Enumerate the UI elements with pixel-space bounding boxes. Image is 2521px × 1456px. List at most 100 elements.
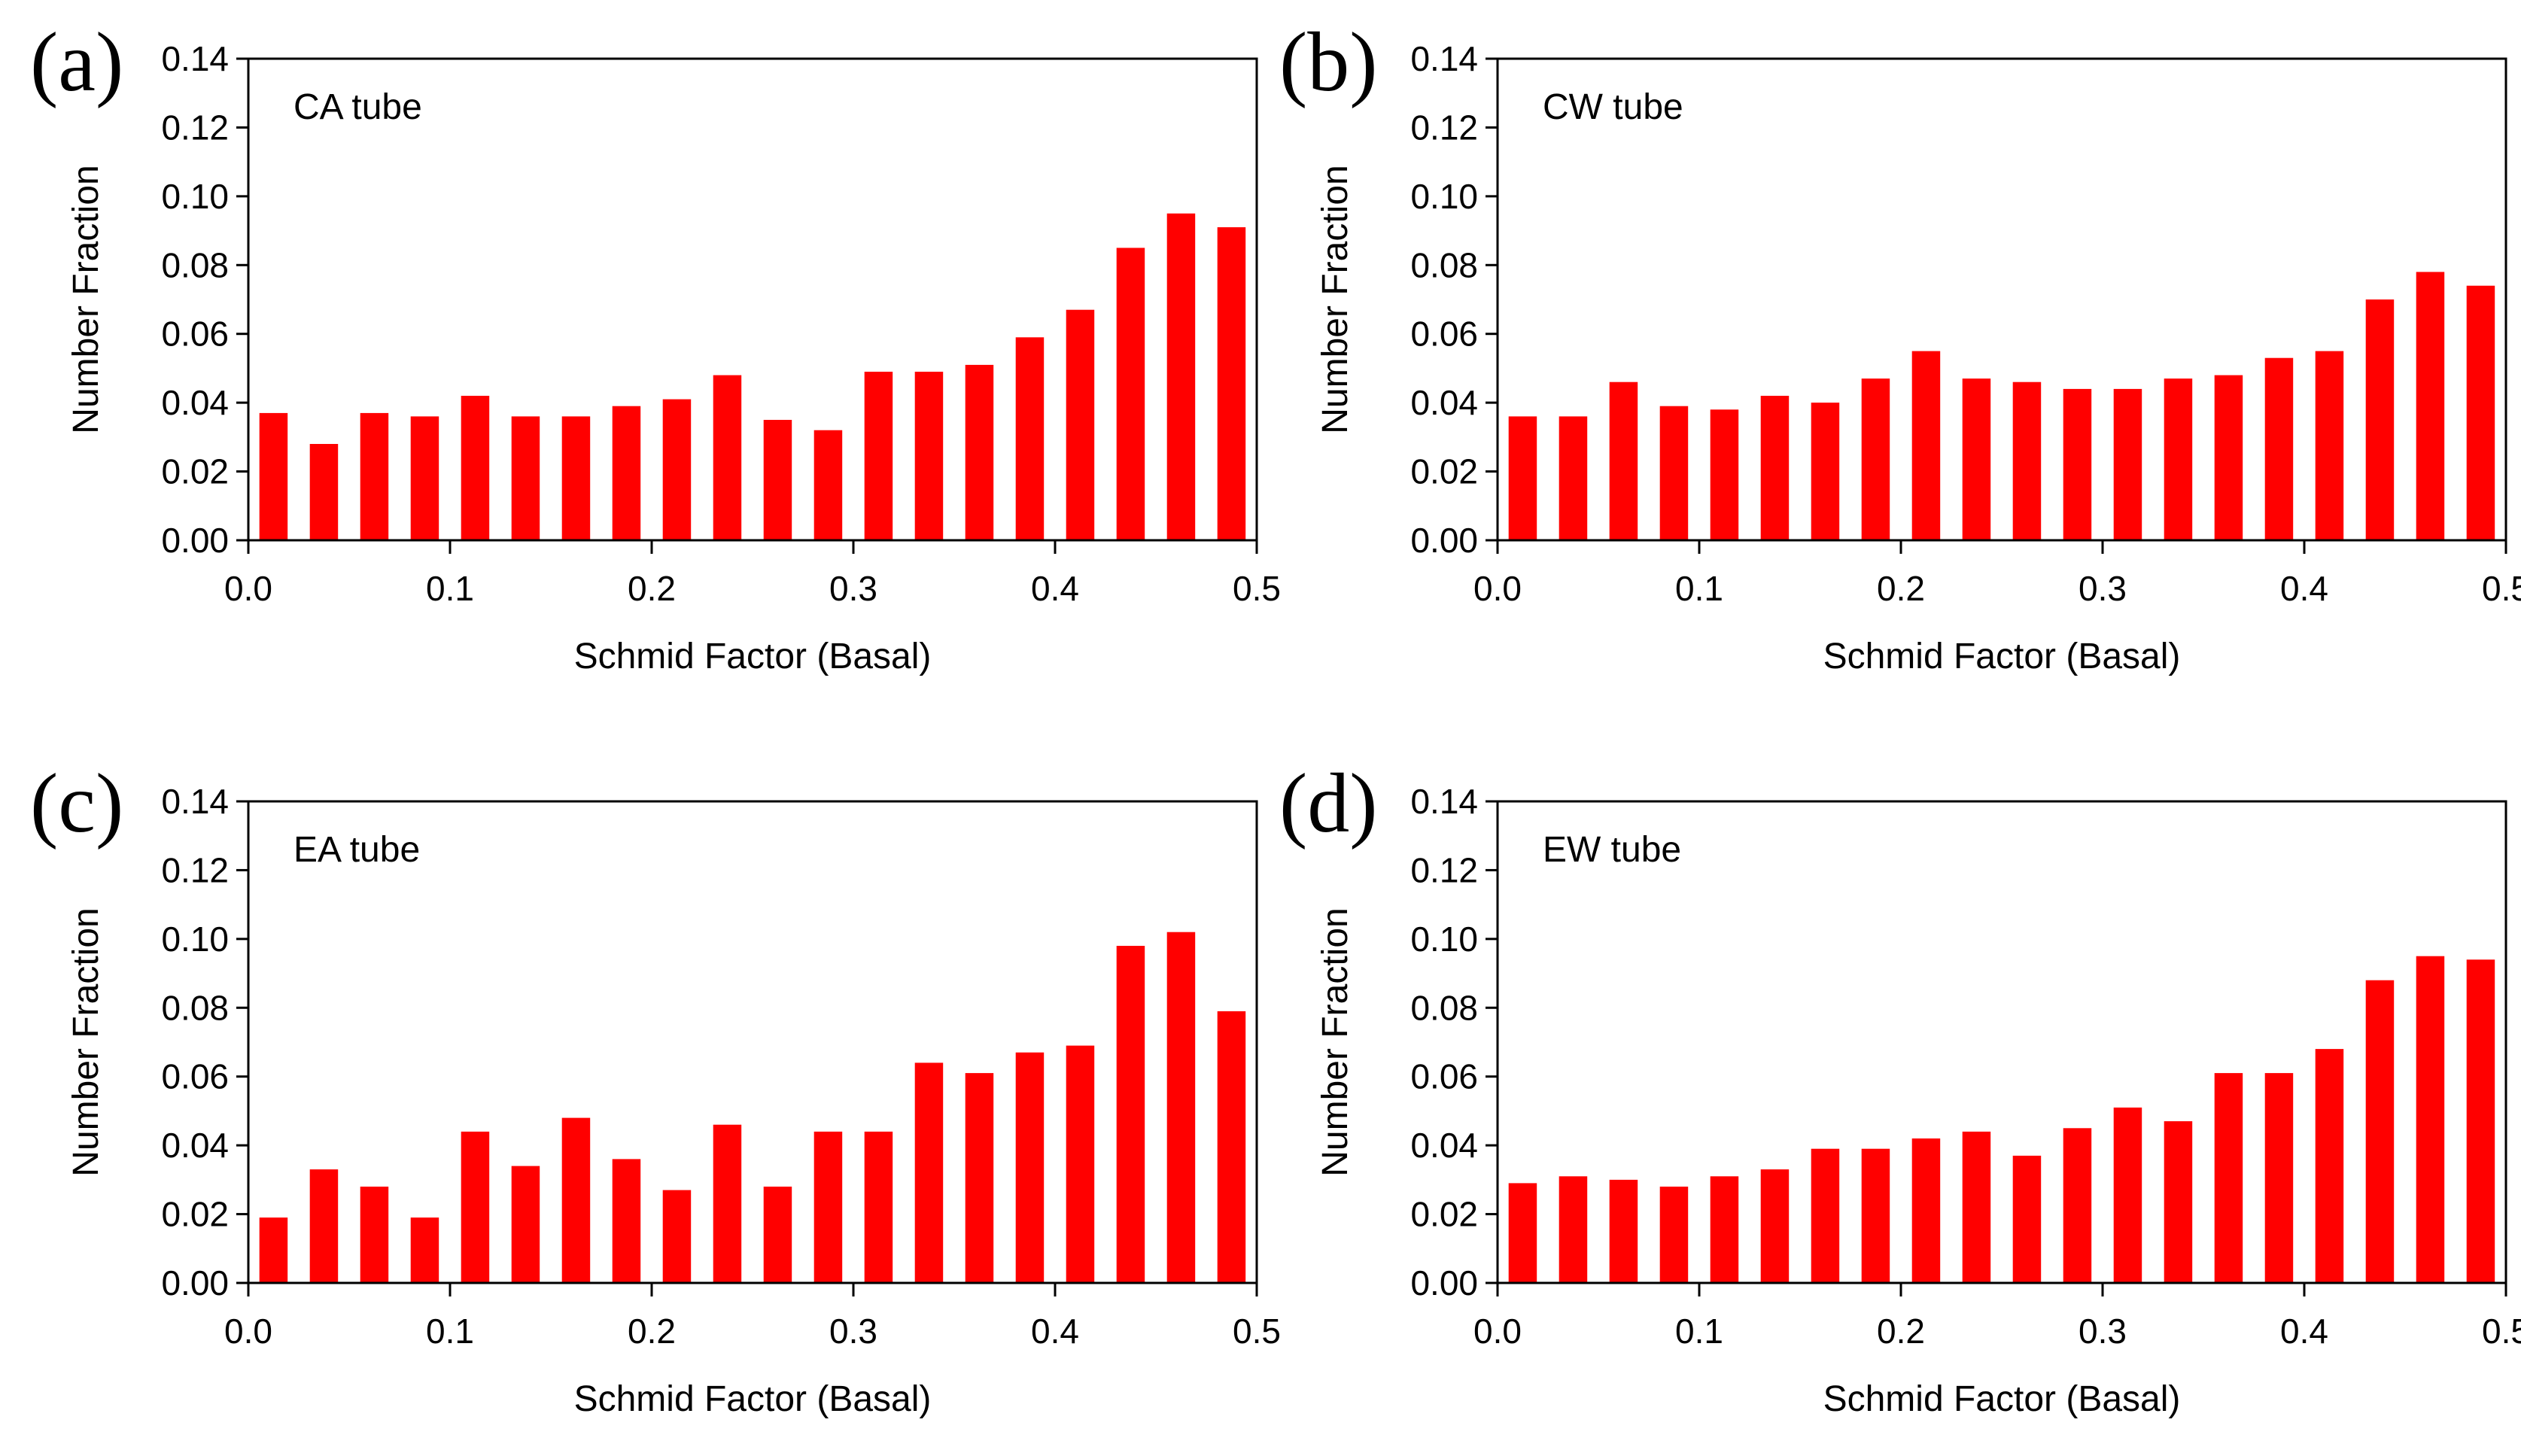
x-tick-label: 0.5 <box>2482 569 2521 608</box>
x-tick-label: 0.5 <box>2482 1312 2521 1351</box>
y-tick-label: 0.06 <box>161 315 229 354</box>
bar <box>864 372 893 540</box>
bar <box>1508 416 1537 540</box>
bar <box>1861 1148 1890 1283</box>
bar <box>1710 1176 1739 1283</box>
bar <box>1166 213 1196 540</box>
x-tick-label: 0.1 <box>426 569 474 608</box>
bar <box>1760 1169 1790 1283</box>
y-tick-label: 0.06 <box>1410 315 1478 354</box>
x-axis-label: Schmid Factor (Basal) <box>574 637 932 676</box>
y-tick-label: 0.14 <box>161 39 229 78</box>
y-tick-label: 0.12 <box>1410 108 1478 147</box>
y-tick-label: 0.10 <box>161 177 229 216</box>
bar <box>309 444 339 540</box>
y-tick-label: 0.00 <box>161 1263 229 1302</box>
bar <box>561 1117 591 1283</box>
bar <box>259 1217 288 1283</box>
x-tick-label: 0.1 <box>1675 569 1723 608</box>
bar <box>2466 959 2495 1283</box>
bar <box>410 1217 439 1283</box>
x-tick-label: 0.4 <box>2280 1312 2328 1351</box>
x-tick-label: 0.3 <box>2079 569 2127 608</box>
bar <box>2012 1155 2042 1283</box>
bar <box>914 372 944 540</box>
x-axis-label: Schmid Factor (Basal) <box>574 1379 932 1419</box>
bar <box>662 1190 692 1283</box>
x-tick-label: 0.1 <box>1675 1312 1723 1351</box>
y-tick-label: 0.08 <box>1410 245 1478 284</box>
y-tick-label: 0.04 <box>1410 1126 1478 1165</box>
y-tick-label: 0.02 <box>161 1195 229 1234</box>
x-tick-label: 0.2 <box>628 1312 676 1351</box>
bar <box>763 1187 792 1283</box>
plot-frame <box>1496 800 2507 1284</box>
bar <box>914 1062 944 1283</box>
x-tick-label: 0.4 <box>1031 1312 1079 1351</box>
bar <box>864 1131 893 1283</box>
y-tick-label: 0.10 <box>161 919 229 959</box>
plot-frame <box>247 57 1258 542</box>
bar <box>1015 337 1045 540</box>
x-tick-label: 0.1 <box>426 1312 474 1351</box>
bar <box>2365 299 2395 540</box>
y-tick-label: 0.12 <box>161 108 229 147</box>
bar <box>965 1073 994 1283</box>
y-tick-label: 0.00 <box>161 521 229 560</box>
bar <box>1811 1148 1840 1283</box>
x-tick-label: 0.0 <box>224 569 272 608</box>
x-tick-label: 0.0 <box>1473 569 1522 608</box>
bar <box>2063 1128 2092 1283</box>
y-axis-label: Number Fraction <box>1315 907 1355 1176</box>
bar <box>1911 351 1941 540</box>
y-tick-label: 0.02 <box>1410 1195 1478 1234</box>
bar <box>511 1166 540 1283</box>
bar <box>1659 1187 1689 1283</box>
bar <box>2365 980 2395 1283</box>
y-tick-label: 0.10 <box>1410 919 1478 959</box>
x-tick-label: 0.0 <box>1473 1312 1522 1351</box>
bar <box>1811 403 1840 540</box>
x-tick-label: 0.2 <box>1877 1312 1925 1351</box>
chart-panel: (a) 0.00 0.02 0.04 0.06 0.08 0.10 0.12 0.14 0.0 0.… <box>30 16 1281 676</box>
bar <box>2466 285 2495 540</box>
bar <box>813 1131 843 1283</box>
y-tick-label: 0.12 <box>1410 850 1478 889</box>
y-axis-label: Number Fraction <box>1315 165 1355 433</box>
bar <box>461 396 490 540</box>
bar <box>1015 1052 1045 1283</box>
bar <box>309 1169 339 1283</box>
bar <box>2214 375 2243 540</box>
chart-title: EW tube <box>1543 830 1681 870</box>
y-tick-label: 0.12 <box>161 850 229 889</box>
panel-letter: (a) <box>30 16 123 109</box>
chart-title: CW tube <box>1543 87 1683 127</box>
plot-frame <box>1496 57 2507 542</box>
panel-letter: (c) <box>30 757 123 850</box>
y-tick-label: 0.02 <box>161 452 229 491</box>
x-axis-label: Schmid Factor (Basal) <box>1823 1379 2181 1419</box>
y-tick-label: 0.08 <box>161 245 229 284</box>
bar <box>2063 388 2092 540</box>
bar <box>1217 227 1246 540</box>
bar <box>2113 1107 2142 1283</box>
x-tick-label: 0.5 <box>1233 1312 1281 1351</box>
bar <box>1760 396 1790 540</box>
bar <box>410 416 439 540</box>
bar <box>360 412 389 540</box>
bar <box>813 430 843 540</box>
y-tick-label: 0.02 <box>1410 452 1478 491</box>
bar <box>2416 956 2445 1283</box>
chart-title: EA tube <box>293 830 420 870</box>
y-tick-label: 0.04 <box>1410 383 1478 422</box>
bar <box>1962 378 1991 540</box>
bar <box>461 1131 490 1283</box>
panel-letter: (b) <box>1279 16 1378 109</box>
bar <box>2164 378 2193 540</box>
bar <box>1710 409 1739 540</box>
bar <box>713 1124 742 1283</box>
x-tick-label: 0.4 <box>2280 569 2328 608</box>
bar <box>2214 1073 2243 1283</box>
bar <box>1962 1131 1991 1283</box>
